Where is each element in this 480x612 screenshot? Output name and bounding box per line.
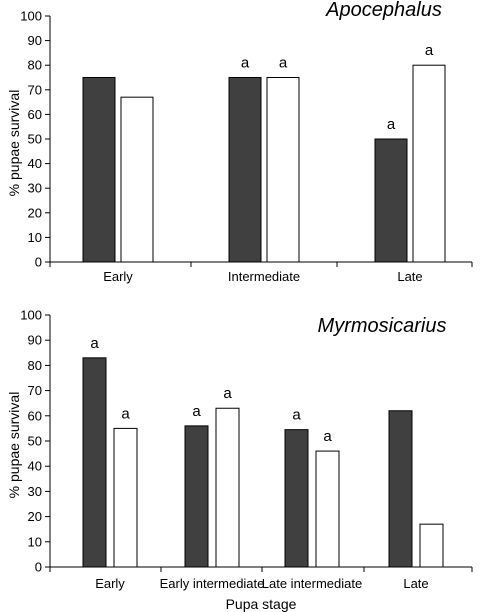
y-tick-label: 0 [35, 560, 42, 575]
y-tick-label: 80 [28, 358, 42, 373]
data-label: a [387, 116, 396, 133]
y-tick-label: 50 [28, 132, 42, 147]
y-tick-label: 50 [28, 434, 42, 449]
x-tick-label: Late [403, 576, 428, 591]
y-tick-label: 40 [28, 459, 42, 474]
data-label: a [223, 385, 232, 402]
y-axis-label: % pupae survival [6, 90, 22, 197]
y-tick-label: 10 [28, 230, 42, 245]
bar [215, 407, 240, 568]
y-tick-label: 80 [28, 58, 42, 73]
y-tick-label: 20 [28, 205, 42, 220]
x-tick-label: Early [95, 576, 125, 591]
y-tick-label: 0 [35, 255, 42, 270]
data-label: a [241, 55, 250, 72]
bar [374, 138, 408, 263]
x-tick-label: Late [397, 269, 422, 284]
bar [388, 410, 413, 568]
chart-title: Apocephalus [325, 0, 442, 21]
y-tick-label: 20 [28, 509, 42, 524]
y-tick-label: 70 [28, 383, 42, 398]
x-axis-label: Pupa stage [226, 596, 297, 612]
data-label: a [90, 335, 99, 352]
x-tick-label: Early [103, 269, 133, 284]
data-label: a [121, 405, 130, 422]
bar [120, 96, 154, 263]
bar [82, 77, 116, 263]
bar [266, 77, 300, 263]
x-tick-label: Intermediate [228, 269, 300, 284]
y-tick-label: 100 [20, 9, 42, 24]
y-tick-label: 90 [28, 333, 42, 348]
x-tick-label: Early intermediate [160, 576, 265, 591]
data-label: a [425, 42, 434, 59]
bar [82, 357, 107, 568]
y-tick-label: 30 [28, 181, 42, 196]
y-tick-label: 40 [28, 156, 42, 171]
data-label: a [292, 407, 301, 424]
y-tick-label: 70 [28, 82, 42, 97]
y-tick-label: 30 [28, 484, 42, 499]
data-label: a [323, 428, 332, 445]
bar [315, 450, 340, 568]
y-tick-label: 60 [28, 107, 42, 122]
chart-title: Myrmosicarius [318, 315, 447, 337]
y-tick-label: 90 [28, 33, 42, 48]
bar [113, 427, 138, 568]
x-tick-label: Late intermediate [262, 576, 362, 591]
bar [184, 425, 209, 568]
y-axis-label: % pupae survival [6, 392, 22, 499]
bar [419, 523, 444, 568]
data-label: a [192, 403, 201, 420]
y-tick-label: 100 [20, 308, 42, 323]
bar [284, 429, 309, 568]
bar [228, 77, 262, 263]
data-label: a [279, 55, 288, 72]
y-tick-label: 10 [28, 534, 42, 549]
y-tick-label: 60 [28, 408, 42, 423]
bar [412, 64, 446, 263]
